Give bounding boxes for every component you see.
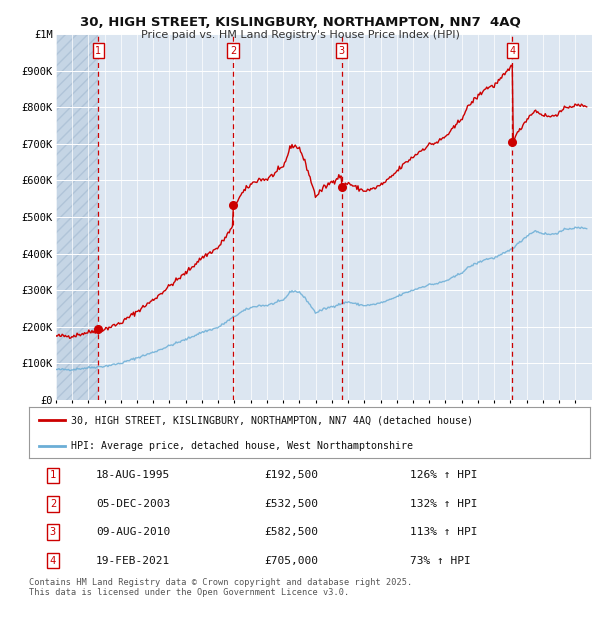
Text: 1: 1 bbox=[50, 471, 56, 480]
Text: 113% ↑ HPI: 113% ↑ HPI bbox=[410, 527, 478, 537]
Text: 132% ↑ HPI: 132% ↑ HPI bbox=[410, 499, 478, 509]
Text: 09-AUG-2010: 09-AUG-2010 bbox=[96, 527, 170, 537]
Text: 1: 1 bbox=[95, 45, 101, 56]
Text: 18-AUG-1995: 18-AUG-1995 bbox=[96, 471, 170, 480]
Text: 30, HIGH STREET, KISLINGBURY, NORTHAMPTON, NN7  4AQ: 30, HIGH STREET, KISLINGBURY, NORTHAMPTO… bbox=[80, 16, 520, 29]
Text: Contains HM Land Registry data © Crown copyright and database right 2025.
This d: Contains HM Land Registry data © Crown c… bbox=[29, 578, 412, 597]
Text: 4: 4 bbox=[509, 45, 515, 56]
Text: HPI: Average price, detached house, West Northamptonshire: HPI: Average price, detached house, West… bbox=[71, 441, 413, 451]
Text: 05-DEC-2003: 05-DEC-2003 bbox=[96, 499, 170, 509]
Text: 126% ↑ HPI: 126% ↑ HPI bbox=[410, 471, 478, 480]
Text: 30, HIGH STREET, KISLINGBURY, NORTHAMPTON, NN7 4AQ (detached house): 30, HIGH STREET, KISLINGBURY, NORTHAMPTO… bbox=[71, 415, 473, 425]
Text: 2: 2 bbox=[230, 45, 236, 56]
Text: Price paid vs. HM Land Registry's House Price Index (HPI): Price paid vs. HM Land Registry's House … bbox=[140, 30, 460, 40]
Text: £582,500: £582,500 bbox=[265, 527, 319, 537]
Text: £192,500: £192,500 bbox=[265, 471, 319, 480]
Text: 4: 4 bbox=[50, 556, 56, 565]
Text: 3: 3 bbox=[338, 45, 344, 56]
Text: 3: 3 bbox=[50, 527, 56, 537]
Text: 19-FEB-2021: 19-FEB-2021 bbox=[96, 556, 170, 565]
Text: 73% ↑ HPI: 73% ↑ HPI bbox=[410, 556, 471, 565]
Text: 2: 2 bbox=[50, 499, 56, 509]
Text: £532,500: £532,500 bbox=[265, 499, 319, 509]
Text: £705,000: £705,000 bbox=[265, 556, 319, 565]
